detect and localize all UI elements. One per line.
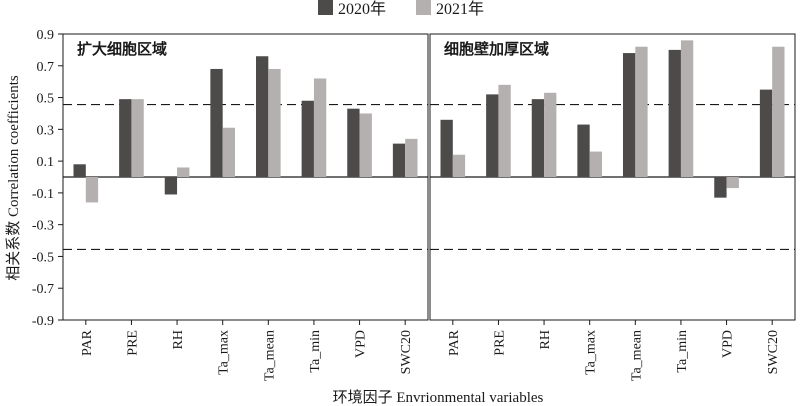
- x-tick-label-ta-max: Ta_max: [217, 330, 232, 375]
- x-tick-label-rh: RH: [538, 330, 553, 349]
- x-tick-label-pre: PRE: [125, 330, 140, 356]
- bar-2020-ta-min: [668, 49, 681, 178]
- y-tick-label: -0.5: [32, 250, 54, 265]
- y-tick-label: 0.9: [37, 28, 55, 43]
- legend-label-2021: 2021年: [436, 0, 484, 18]
- x-tick-label-ta-mean: Ta_mean: [262, 330, 277, 381]
- bar-2021-ta-min: [680, 40, 694, 177]
- y-tick-label: 0.1: [37, 155, 55, 170]
- y-tick-label: -0.7: [32, 282, 54, 297]
- bar-2020-swc20: [759, 89, 773, 177]
- y-tick-label: -0.9: [32, 314, 54, 329]
- bar-2020-vpd: [714, 177, 727, 198]
- panel-2: PAR PRE RH Ta_max Ta_mean Ta_min VPD SWC20 细胞壁加厚…: [429, 33, 796, 381]
- x-tick-label-par: PAR: [447, 329, 462, 356]
- bar-2020-rh: [164, 177, 178, 195]
- bar-2021-ta-max: [222, 127, 236, 177]
- bar-2020-rh: [531, 99, 545, 177]
- bar-2020-pre: [119, 99, 132, 177]
- x-tick-label-pre: PRE: [492, 330, 507, 356]
- y-axis-title: 相关系数 Correlation coefficients: [5, 75, 22, 281]
- y-tick-label: -0.1: [32, 187, 54, 202]
- bar-2021-swc20: [772, 46, 785, 177]
- bar-2020-ta-mean: [622, 53, 636, 177]
- bar-2020-ta-mean: [255, 56, 269, 177]
- bar-2020-par: [440, 119, 453, 177]
- bar-2021-ta-mean: [635, 46, 648, 177]
- y-tick-label: 0.3: [37, 123, 55, 138]
- bar-2021-ta-min: [313, 78, 327, 177]
- bar-2020-ta-max: [210, 68, 223, 177]
- bar-2020-swc20: [392, 143, 406, 177]
- bar-2020-pre: [486, 94, 499, 177]
- x-tick-label-ta-min: Ta_min: [675, 330, 690, 373]
- legend-swatch-2020: [318, 0, 333, 15]
- bar-2020-vpd: [347, 108, 360, 177]
- y-tick-label: 0.5: [37, 92, 55, 107]
- legend-label-2020: 2020年: [338, 0, 386, 18]
- x-tick-label-swc20: SWC20: [399, 330, 414, 374]
- x-tick-label-ta-min: Ta_min: [308, 330, 323, 373]
- x-tick-label-ta-max: Ta_max: [584, 330, 599, 375]
- x-axis-title: 环境因子 Envrionmental variables: [333, 388, 544, 406]
- panel-title: 扩大细胞区域: [77, 40, 167, 58]
- panel-title: 细胞壁加厚区域: [444, 40, 549, 58]
- bar-2021-par: [452, 154, 466, 177]
- bar-2020-ta-max: [577, 124, 590, 177]
- panel-1: 0.9 0.7 0.5 0.3 0.1 -0.1 -0.3 -0.5 -0.7 -0.9 PAR PR…: [32, 28, 429, 381]
- bar-2020-par: [73, 164, 86, 177]
- legend: 2020年 2021年: [318, 0, 484, 18]
- x-tick-label-par: PAR: [80, 329, 95, 356]
- y-tick-label: -0.3: [32, 219, 54, 234]
- bar-2021-pre: [498, 84, 511, 177]
- x-tick-label-swc20: SWC20: [766, 330, 781, 374]
- bar-2021-pre: [131, 99, 144, 177]
- bar-2021-swc20: [405, 138, 418, 177]
- bar-2020-ta-min: [301, 100, 314, 177]
- x-tick-label-vpd: VPD: [721, 330, 736, 358]
- x-tick-label-rh: RH: [171, 330, 186, 349]
- bar-2021-vpd: [359, 113, 372, 177]
- bar-2021-ta-mean: [268, 68, 281, 177]
- legend-swatch-2021: [416, 0, 431, 15]
- bar-2021-vpd: [726, 177, 739, 189]
- bar-2021-par: [85, 177, 99, 203]
- bar-2021-rh: [177, 167, 190, 177]
- y-tick-label: 0.7: [37, 60, 55, 75]
- x-tick-label-ta-mean: Ta_mean: [629, 330, 644, 381]
- x-tick-label-vpd: VPD: [354, 330, 369, 358]
- bar-2021-ta-max: [589, 151, 603, 177]
- bar-2021-rh: [544, 92, 557, 177]
